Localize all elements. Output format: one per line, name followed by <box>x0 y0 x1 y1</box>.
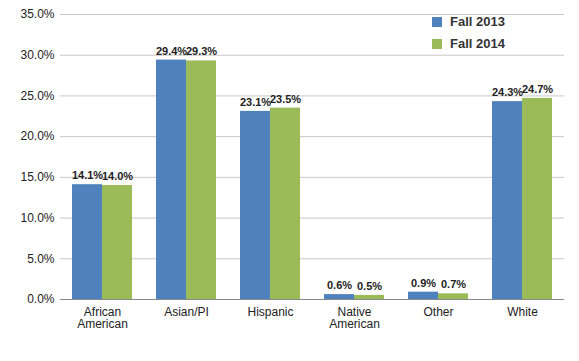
svg-text:29.4%: 29.4% <box>156 45 187 57</box>
svg-text:0.9%: 0.9% <box>411 277 436 289</box>
svg-text:Hispanic: Hispanic <box>247 305 293 319</box>
svg-text:14.1%: 14.1% <box>72 169 103 181</box>
svg-text:Asian/PI: Asian/PI <box>164 305 209 319</box>
svg-text:35.0%: 35.0% <box>20 7 54 21</box>
svg-text:14.0%: 14.0% <box>102 170 133 182</box>
svg-text:29.3%: 29.3% <box>186 45 217 57</box>
svg-text:NativeAmerican: NativeAmerican <box>329 305 380 331</box>
svg-text:AfricanAmerican: AfricanAmerican <box>77 305 128 331</box>
svg-text:0.6%: 0.6% <box>327 279 352 291</box>
svg-text:23.5%: 23.5% <box>270 93 301 105</box>
svg-text:23.1%: 23.1% <box>240 96 271 108</box>
svg-text:0.0%: 0.0% <box>27 292 55 306</box>
svg-text:10.0%: 10.0% <box>20 211 54 225</box>
svg-text:0.5%: 0.5% <box>357 280 382 292</box>
svg-text:5.0%: 5.0% <box>27 252 55 266</box>
svg-text:White: White <box>507 305 538 319</box>
svg-text:30.0%: 30.0% <box>20 48 54 62</box>
svg-text:15.0%: 15.0% <box>20 170 54 184</box>
svg-text:24.3%: 24.3% <box>492 86 523 98</box>
html-text:Fall 2013: Fall 2013 <box>450 14 505 29</box>
svg-text:Other: Other <box>423 305 453 319</box>
svg-text:25.0%: 25.0% <box>20 89 54 103</box>
svg-text:0.7%: 0.7% <box>441 278 466 290</box>
svg-text:24.7%: 24.7% <box>522 83 553 95</box>
svg-text:20.0%: 20.0% <box>20 129 54 143</box>
html-text:Fall 2014: Fall 2014 <box>450 36 505 51</box>
